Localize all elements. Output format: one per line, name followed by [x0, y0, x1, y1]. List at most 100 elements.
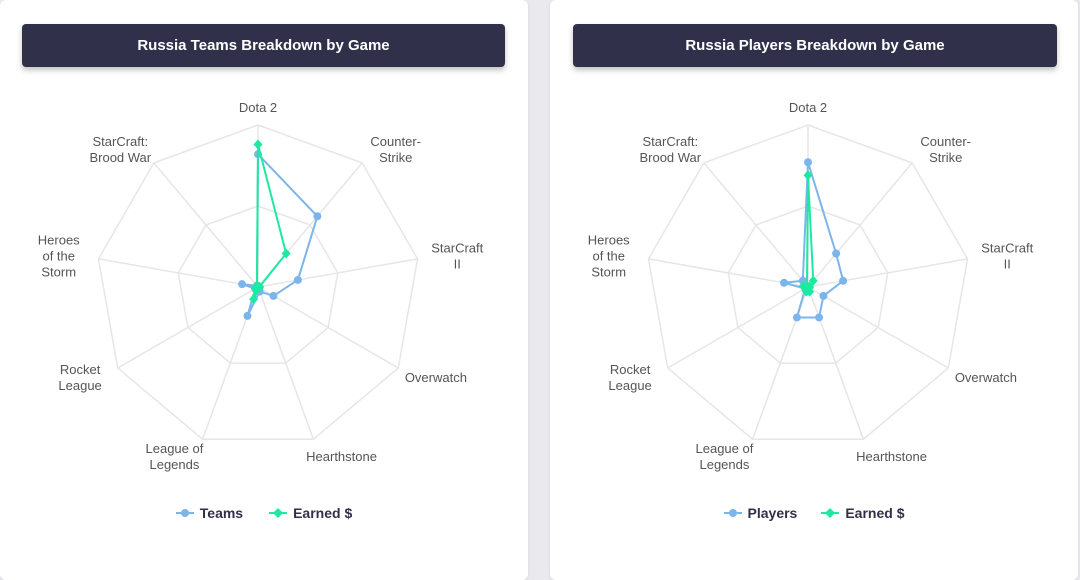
axis-category-label: League of Legends: [146, 441, 204, 472]
axis-category-label-line: Storm: [41, 265, 76, 280]
grid-ring: [647, 124, 969, 440]
axis-category-label-line: Legends: [699, 457, 749, 472]
data-point: [313, 212, 322, 221]
data-point: [839, 276, 848, 285]
axis-category-label: StarCraft: Brood War: [89, 134, 151, 165]
data-point: [804, 158, 812, 167]
grid-spoke: [117, 286, 259, 369]
axis-category-label: Counter-Strike: [920, 134, 971, 165]
axis-category-label-line: Hearthstone: [306, 449, 377, 464]
diamond-marker-icon: [821, 508, 840, 518]
axis-category-label-line: League: [608, 378, 651, 393]
axis-category-label-line: Overwatch: [955, 370, 1017, 385]
axis-category-label-line: II: [454, 257, 461, 272]
axis-category-label-line: Strike: [929, 150, 962, 165]
axis-category-label-line: Dota 2: [789, 100, 827, 115]
circle-marker-icon: [723, 509, 742, 517]
series-line-primary: [783, 161, 845, 319]
legend-item-players[interactable]: Players: [723, 505, 798, 521]
grid-spoke: [703, 162, 809, 288]
players-radar-chart: Dota 2 Counter-Strike StarCraft II Overwatch…: [588, 100, 1034, 472]
grid-spoke: [153, 162, 259, 288]
axis-category-label-line: StarCraft: [431, 241, 483, 256]
axis-category-label: Dota 2: [239, 100, 277, 115]
axis-category-label: Hearthstone: [856, 449, 927, 464]
legend-label: Players: [747, 505, 798, 521]
data-point: [780, 278, 789, 287]
axis-category-label-line: Rocket: [610, 362, 651, 377]
data-point: [803, 170, 813, 181]
grid-spoke: [257, 286, 315, 440]
data-point: [252, 280, 262, 291]
axis-category-label-line: Rocket: [60, 362, 101, 377]
players-chart-panel: Russia Players Breakdown by Game Dota 2 C…: [550, 0, 1078, 580]
legend-label: Teams: [199, 505, 244, 521]
data-point: [808, 275, 818, 286]
grid-spoke: [807, 162, 913, 288]
grid-spoke: [807, 286, 865, 440]
axis-category-label: Heroes of the Storm: [588, 233, 630, 280]
grid-spoke: [98, 258, 259, 288]
axis-category-label: Hearthstone: [306, 449, 377, 464]
axis-category-label: Overwatch: [955, 370, 1017, 385]
data-point: [798, 276, 807, 285]
grid-spoke: [807, 286, 949, 369]
axis-category-label-line: League: [58, 378, 101, 393]
axis-category-label: Dota 2: [789, 100, 827, 115]
data-point: [243, 311, 252, 320]
grid-ring: [177, 205, 339, 364]
axis-category-label-line: of the: [42, 249, 75, 264]
axis-category-label-line: League of: [696, 441, 754, 456]
axis-category-label-line: Hearthstone: [856, 449, 927, 464]
chart-title: Russia Players Breakdown by Game: [573, 24, 1057, 67]
axis-category-label-line: Brood War: [89, 150, 151, 165]
data-point: [253, 139, 263, 150]
data-point: [819, 291, 828, 300]
data-point: [815, 313, 824, 322]
axis-category-label-line: Strike: [379, 150, 412, 165]
chart-title: Russia Teams Breakdown by Game: [22, 24, 505, 67]
axis-category-label-line: Storm: [591, 265, 626, 280]
axis-category-label-line: StarCraft:: [642, 134, 698, 149]
legend-item-teams[interactable]: Teams: [175, 505, 244, 521]
axis-category-label: Counter-Strike: [370, 134, 421, 165]
grid-spoke: [257, 286, 399, 369]
chart-legend: Teams Earned $: [0, 505, 528, 521]
axis-category-label-line: Heroes: [588, 233, 630, 248]
axis-category-label-line: Brood War: [639, 150, 701, 165]
axis-category-label-line: Legends: [149, 457, 199, 472]
legend-item-earned[interactable]: Earned $: [269, 505, 352, 521]
legend-item-earned[interactable]: Earned $: [821, 505, 904, 521]
axis-category-label: Heroes of the Storm: [38, 233, 80, 280]
data-point: [802, 280, 812, 291]
axis-category-label-line: StarCraft:: [92, 134, 148, 149]
data-point: [293, 275, 302, 284]
teams-chart-panel: Russia Teams Breakdown by Game Dota 2 Cou…: [0, 0, 528, 580]
axis-category-label: Rocket League: [608, 362, 651, 393]
axis-category-label: StarCraft II: [431, 241, 483, 272]
axis-category-label-line: Counter-: [370, 134, 421, 149]
circle-marker-icon: [175, 509, 194, 517]
chart-legend: Players Earned $: [550, 505, 1078, 521]
teams-radar-chart: Dota 2 Counter-Strike StarCraft II Overwatch…: [38, 100, 484, 472]
grid-spoke: [667, 286, 809, 369]
data-point: [792, 313, 801, 322]
data-point: [269, 291, 278, 300]
axis-category-label: StarCraft: Brood War: [639, 134, 701, 165]
axis-category-label-line: Dota 2: [239, 100, 277, 115]
axis-category-label: StarCraft II: [981, 241, 1033, 272]
grid-spoke: [257, 258, 418, 288]
axis-category-label-line: Overwatch: [405, 370, 467, 385]
axis-category-label-line: of the: [592, 249, 625, 264]
axis-category-label-line: StarCraft: [981, 241, 1033, 256]
data-point: [281, 248, 291, 259]
data-point: [832, 249, 841, 258]
axis-category-label-line: Counter-: [920, 134, 971, 149]
axis-category-label-line: II: [1004, 257, 1011, 272]
grid-spoke: [807, 258, 968, 288]
axis-category-label-line: Heroes: [38, 233, 80, 248]
grid-ring: [97, 124, 419, 440]
data-point: [249, 294, 259, 305]
axis-category-label: League of Legends: [696, 441, 754, 472]
grid-ring: [727, 205, 889, 364]
